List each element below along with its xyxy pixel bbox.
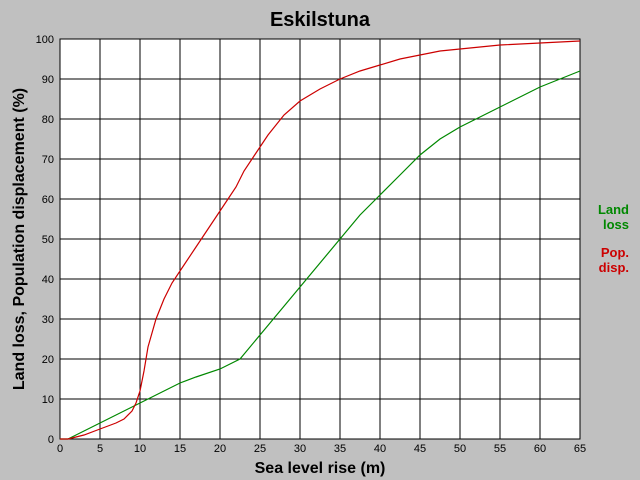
legend-entry-0: Land loss	[598, 202, 629, 232]
legend-entry-line: disp.	[599, 260, 629, 275]
x-tick-label: 10	[134, 443, 146, 455]
y-tick-label: 0	[48, 434, 54, 446]
y-tick-label: 90	[42, 74, 54, 86]
series-line-0	[60, 70, 581, 440]
x-tick-label: 30	[294, 443, 306, 455]
chart-title: Eskilstuna	[270, 9, 371, 31]
y-tick-label: 80	[42, 114, 54, 126]
y-axis-label: Land loss, Population displacement (%)	[11, 88, 28, 390]
y-tick-label: 40	[42, 274, 54, 286]
legend-entry-line: loss	[603, 217, 629, 232]
x-tick-label: 60	[534, 443, 546, 455]
series-line-1	[60, 40, 581, 440]
x-tick-label: 65	[574, 443, 586, 455]
x-tick-label: 45	[414, 443, 426, 455]
x-tick-label: 0	[57, 443, 63, 455]
x-tick-label: 15	[174, 443, 186, 455]
x-tick-label: 55	[494, 443, 506, 455]
x-tick-label: 5	[97, 443, 103, 455]
y-tick-label: 50	[42, 234, 54, 246]
legend-entry-line: Land	[598, 202, 629, 217]
series-lines	[60, 40, 581, 440]
y-tick-label: 100	[36, 34, 54, 46]
y-tick-label: 10	[42, 394, 54, 406]
y-tick-labels: 0 10 20 30 40 50 60 70 80 90 100	[36, 34, 54, 446]
x-tick-label: 40	[374, 443, 386, 455]
grid	[59, 38, 581, 440]
legend-entry-1: Pop. disp.	[599, 245, 629, 275]
y-tick-label: 30	[42, 314, 54, 326]
x-tick-label: 25	[254, 443, 266, 455]
x-tick-label: 20	[214, 443, 226, 455]
x-tick-label: 35	[334, 443, 346, 455]
x-tick-labels: 0 5 10 15 20 25 30 35 40 45 50 55 60 65	[57, 443, 586, 455]
x-tick-label: 50	[454, 443, 466, 455]
y-tick-label: 70	[42, 154, 54, 166]
y-tick-label: 20	[42, 354, 54, 366]
legend-entry-line: Pop.	[601, 245, 629, 260]
y-tick-label: 60	[42, 194, 54, 206]
x-axis-label: Sea level rise (m)	[255, 460, 386, 477]
legend: Land loss Pop. disp.	[598, 202, 629, 275]
